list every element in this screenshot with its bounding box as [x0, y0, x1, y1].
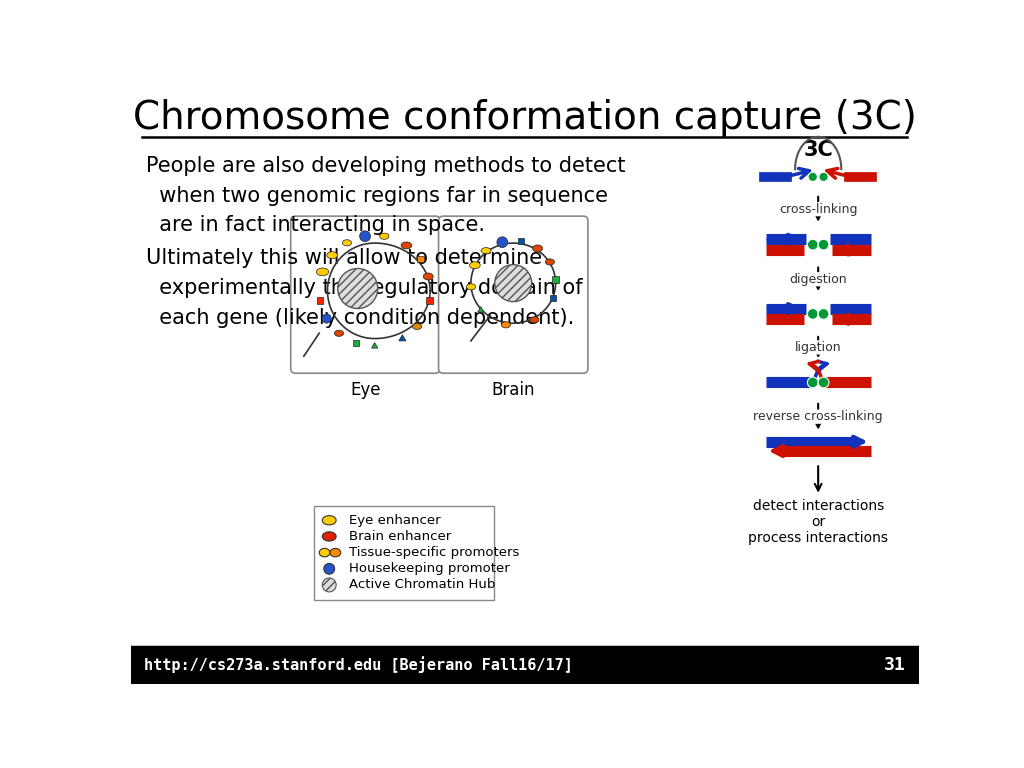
Text: Tissue-specific promoters: Tissue-specific promoters [349, 546, 519, 559]
Ellipse shape [380, 233, 389, 240]
Ellipse shape [330, 548, 341, 557]
Ellipse shape [319, 548, 330, 557]
Text: Ultimately this will allow to determine
  experimentally the regulatory domain o: Ultimately this will allow to determine … [146, 249, 583, 328]
Circle shape [819, 172, 828, 181]
Text: Active Chromatin Hub: Active Chromatin Hub [349, 578, 496, 591]
Circle shape [807, 309, 818, 319]
Ellipse shape [502, 322, 511, 328]
Ellipse shape [546, 259, 555, 265]
Ellipse shape [323, 515, 336, 525]
FancyBboxPatch shape [438, 216, 588, 373]
Circle shape [359, 231, 371, 242]
FancyBboxPatch shape [313, 506, 494, 601]
Circle shape [807, 377, 818, 388]
Ellipse shape [413, 323, 422, 329]
Circle shape [323, 578, 336, 592]
Ellipse shape [469, 262, 480, 269]
Ellipse shape [323, 531, 336, 541]
Bar [417, 256, 424, 263]
Bar [550, 294, 556, 301]
Text: ligation: ligation [795, 341, 842, 354]
Circle shape [495, 265, 531, 302]
Circle shape [338, 269, 378, 309]
Ellipse shape [423, 273, 433, 280]
Circle shape [818, 377, 829, 388]
Circle shape [808, 172, 817, 181]
Circle shape [322, 314, 331, 323]
Circle shape [497, 237, 508, 247]
Ellipse shape [327, 252, 338, 259]
Bar [317, 297, 324, 303]
Text: Chromosome conformation capture (3C): Chromosome conformation capture (3C) [133, 98, 916, 137]
Circle shape [818, 309, 829, 319]
Ellipse shape [481, 247, 492, 253]
Text: Eye enhancer: Eye enhancer [349, 514, 441, 527]
Ellipse shape [342, 240, 351, 246]
Bar [352, 339, 358, 346]
Ellipse shape [316, 268, 329, 276]
Text: http://cs273a.stanford.edu [Bejerano Fall16/17]: http://cs273a.stanford.edu [Bejerano Fal… [144, 657, 573, 674]
Text: Brain enhancer: Brain enhancer [349, 530, 452, 543]
Circle shape [818, 239, 829, 250]
Text: detect interactions
or
process interactions: detect interactions or process interacti… [749, 498, 888, 545]
Ellipse shape [467, 283, 476, 290]
Bar [552, 276, 558, 283]
Text: Brain: Brain [492, 381, 535, 399]
Text: 3C: 3C [803, 140, 834, 160]
Text: People are also developing methods to detect
  when two genomic regions far in s: People are also developing methods to de… [146, 156, 626, 235]
Text: reverse cross-linking: reverse cross-linking [754, 410, 883, 423]
Text: 31: 31 [884, 656, 905, 674]
Ellipse shape [335, 330, 344, 336]
Text: cross-linking: cross-linking [779, 203, 857, 216]
Ellipse shape [532, 245, 543, 252]
Ellipse shape [401, 242, 412, 249]
Bar [517, 238, 523, 244]
Text: Eye: Eye [350, 381, 381, 399]
Bar [131, 647, 920, 684]
FancyBboxPatch shape [291, 216, 440, 373]
Text: digestion: digestion [790, 273, 847, 286]
Ellipse shape [529, 316, 539, 323]
Circle shape [807, 239, 818, 250]
Bar [426, 297, 433, 304]
Circle shape [324, 564, 335, 574]
Text: Housekeeping promoter: Housekeeping promoter [349, 562, 510, 575]
